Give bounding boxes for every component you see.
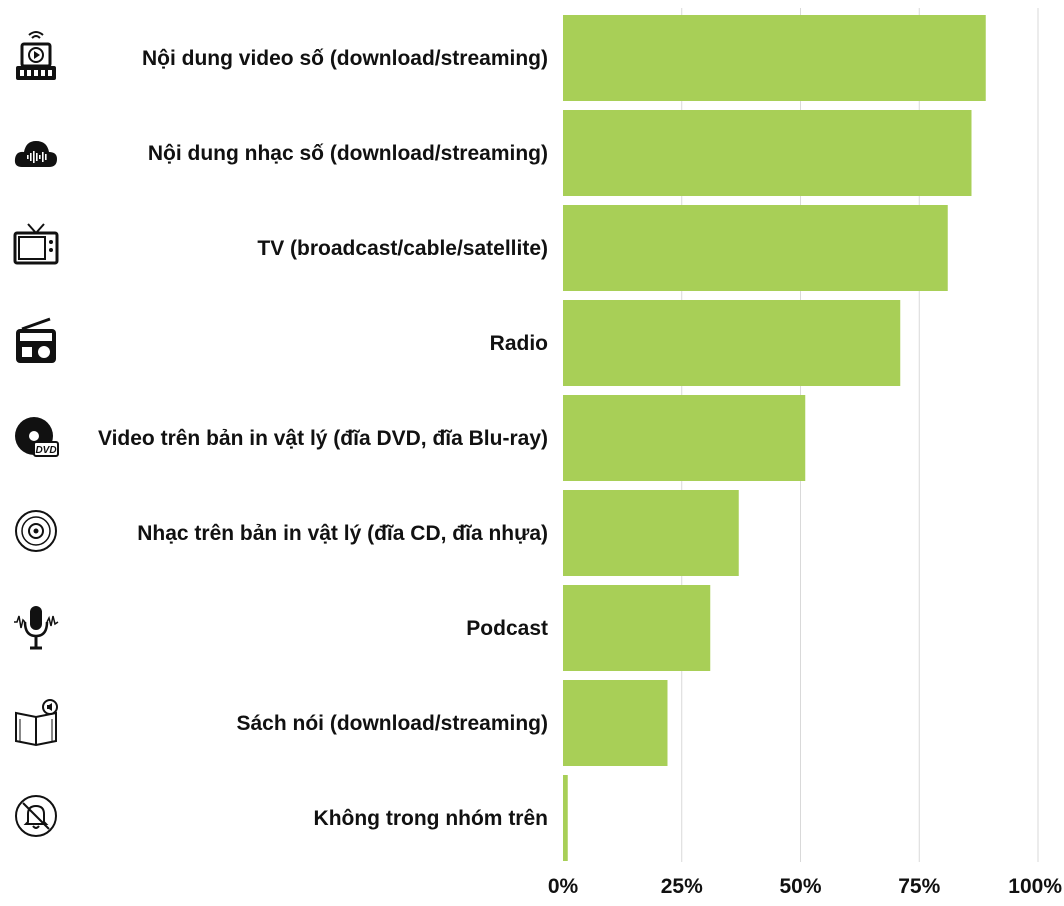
bar-3 xyxy=(563,300,901,386)
bar-2 xyxy=(563,205,948,291)
category-label-6: Podcast xyxy=(466,617,548,640)
x-tick-label-25: 25% xyxy=(661,875,703,898)
bar-7 xyxy=(563,680,668,766)
category-label-5: Nhạc trên bản in vật lý (đĩa CD, đĩa nhự… xyxy=(137,522,548,545)
category-label-3: Radio xyxy=(490,332,548,355)
category-label-0: Nội dung video số (download/streaming) xyxy=(142,47,548,70)
category-label-1: Nội dung nhạc số (download/streaming) xyxy=(148,142,548,165)
category-label-2: TV (broadcast/cable/satellite) xyxy=(257,237,548,260)
x-axis-ticks: 0% 25% 50% 75% 100% xyxy=(548,875,1062,898)
x-tick-label-50: 50% xyxy=(779,875,821,898)
category-label-8: Không trong nhóm trên xyxy=(314,807,548,830)
no-notification-icon xyxy=(16,796,56,836)
category-label-7: Sách nói (download/streaming) xyxy=(236,712,548,735)
x-tick-label-0: 0% xyxy=(548,875,579,898)
x-tick-label-75: 75% xyxy=(898,875,940,898)
bar-4 xyxy=(563,395,806,481)
audiobook-icon xyxy=(16,700,57,745)
bar-5 xyxy=(563,490,739,576)
dvd-icon: DVD xyxy=(15,417,58,456)
svg-text:DVD: DVD xyxy=(35,445,56,456)
bar-6 xyxy=(563,585,711,671)
bar-0 xyxy=(563,15,986,101)
video-streaming-icon xyxy=(16,32,56,80)
tv-icon xyxy=(15,224,57,263)
radio-icon xyxy=(16,319,56,363)
category-labels: Nội dung video số (download/streaming) Nộ… xyxy=(98,47,548,830)
category-icons: DVD xyxy=(14,32,58,836)
category-label-4: Video trên bản in vật lý (đĩa DVD, đĩa B… xyxy=(98,427,548,450)
bars xyxy=(563,15,986,861)
cd-icon xyxy=(16,511,56,551)
x-tick-label-100: 100% xyxy=(1008,875,1062,898)
bar-1 xyxy=(563,110,972,196)
music-cloud-icon xyxy=(14,141,57,167)
podcast-microphone-icon xyxy=(14,606,58,648)
bar-8 xyxy=(563,775,568,861)
